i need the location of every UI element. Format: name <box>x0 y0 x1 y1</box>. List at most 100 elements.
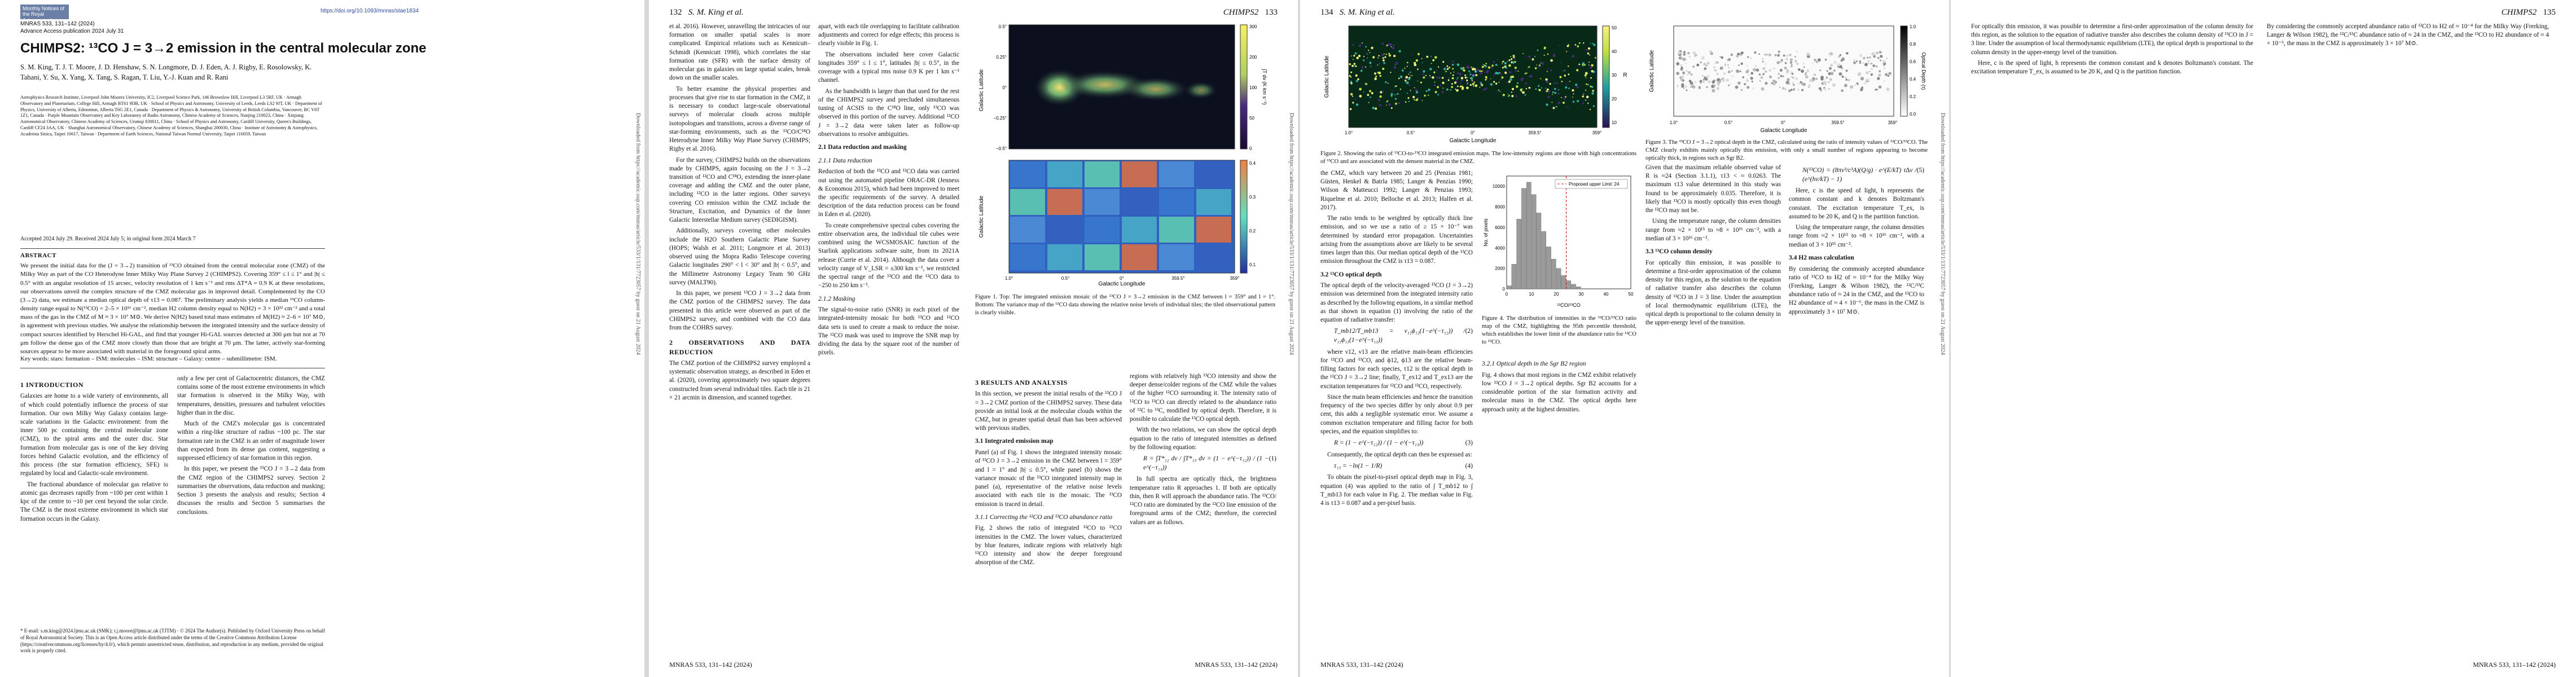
tau-pixel <box>1735 85 1739 89</box>
author-list: S. M. King, T. J. T. Moore, J. D. Hensha… <box>20 63 312 82</box>
ratio-pixel <box>1573 93 1574 95</box>
ratio-pixel <box>1385 102 1387 103</box>
ratio-pixel <box>1394 94 1395 95</box>
histogram-bar <box>1541 231 1546 289</box>
tau-pixel <box>1867 60 1870 62</box>
ratio-pixel <box>1576 86 1579 89</box>
ratio-pixel <box>1565 96 1566 98</box>
figure-1: 1.0° 0.5° 0° 359.5° 359° 0.5° 0.25° 0° −0.25° −0.… <box>975 23 1275 355</box>
ratio-pixel <box>1436 86 1440 89</box>
tau-pixel <box>1700 82 1702 85</box>
ratio-pixel <box>1545 90 1546 91</box>
tau-pixel <box>1688 80 1692 82</box>
column-2: By considering the commonly accepted abu… <box>2267 23 2549 51</box>
ratio-pixel <box>1398 102 1401 104</box>
ratio-pixel <box>1493 74 1495 76</box>
tau-pixel <box>1728 58 1731 61</box>
colorbar-tick: 0.2 <box>1249 228 1256 234</box>
subsubsection-heading: 3.2.1 Optical depth in the Sgr B2 region <box>1482 361 1586 367</box>
ratio-pixel <box>1463 69 1465 72</box>
ratio-pixel <box>1504 71 1507 74</box>
ratio-pixel <box>1536 64 1538 66</box>
tau-pixel <box>1833 69 1836 72</box>
ratio-pixel <box>1554 91 1557 94</box>
tau-pixel <box>1841 75 1844 78</box>
ratio-pixel <box>1585 99 1587 101</box>
ratio-pixel <box>1469 83 1472 86</box>
tau-pixel <box>1796 63 1798 65</box>
tau-pixel <box>1681 85 1684 88</box>
paragraph: To better examine the physical propertie… <box>669 85 810 153</box>
ratio-pixel <box>1515 69 1517 72</box>
colorbar-tick: 40 <box>1612 49 1617 54</box>
tau-pixel <box>1739 54 1741 56</box>
equation-5: N(¹³CO) = (8πν³/c³A)(Q/g) · e^(E/kT) τ∆v… <box>1802 167 1924 183</box>
y-tick-label: 2000 <box>1495 266 1505 271</box>
ratio-pixel <box>1588 64 1590 66</box>
ratio-pixel <box>1383 61 1385 64</box>
tau-pixel <box>1806 52 1810 56</box>
histogram-bar <box>1531 194 1537 289</box>
ratio-pixel <box>1442 60 1445 63</box>
ratio-pixel <box>1417 80 1419 82</box>
paragraph: The observations included here cover Gal… <box>818 51 959 84</box>
ratio-pixel <box>1538 85 1540 87</box>
tau-pixel <box>1812 77 1815 81</box>
y-tick-label: 8000 <box>1495 205 1505 210</box>
subsection-heading: 3.2 ¹³CO optical depth <box>1320 271 1382 278</box>
ratio-pixel <box>1582 102 1585 105</box>
ratio-speckle <box>1349 42 1596 111</box>
ratio-pixel <box>1466 86 1469 90</box>
ratio-pixel <box>1469 73 1472 76</box>
ratio-pixel <box>1538 65 1541 68</box>
ratio-pixel <box>1450 72 1451 74</box>
tau-pixel <box>1683 85 1687 89</box>
paragraph: By considering the commonly accepted abu… <box>2267 23 2549 47</box>
tau-pixel <box>1879 51 1882 54</box>
tau-pixel <box>1784 67 1787 69</box>
ratio-pixel <box>1404 67 1406 69</box>
tau-pixel <box>1823 81 1827 85</box>
ratio-pixel <box>1417 52 1420 55</box>
ratio-pixel <box>1365 84 1367 86</box>
ratio-pixel <box>1550 59 1553 62</box>
ratio-pixel <box>1411 55 1413 56</box>
ratio-pixel <box>1379 74 1382 77</box>
ratio-pixel <box>1470 77 1473 80</box>
variance-tile <box>1196 189 1231 215</box>
ratio-pixel <box>1588 54 1590 56</box>
ratio-pixel <box>1351 55 1352 57</box>
ratio-pixel <box>1370 96 1371 98</box>
ratio-pixel <box>1577 45 1579 47</box>
tau-pixel <box>1818 87 1822 90</box>
tau-pixel <box>1709 50 1713 54</box>
ratio-pixel <box>1473 85 1474 87</box>
tau-pixel <box>1774 54 1777 56</box>
tau-pixel <box>1776 61 1780 64</box>
ratio-pixel <box>1467 74 1468 76</box>
doi-link[interactable]: https://doi.org/10.1093/mnras/stae1834 <box>320 8 419 14</box>
ratio-pixel <box>1474 71 1476 72</box>
tau-pixel <box>1840 59 1843 62</box>
tau-pixel <box>1867 56 1869 59</box>
tau-pixel <box>1830 72 1834 76</box>
tau-pixel <box>1702 79 1705 81</box>
ratio-pixel <box>1481 70 1483 72</box>
tau-pixel <box>1796 50 1798 52</box>
tau-pixel <box>1794 77 1798 81</box>
journal-line1: MNRAS 533, 131–142 (2024) <box>20 21 95 27</box>
ratio-pixel <box>1499 91 1501 93</box>
ratio-pixel <box>1399 75 1403 78</box>
running-title: S. M. King et al. <box>688 8 744 17</box>
ratio-pixel <box>1540 78 1542 80</box>
tau-pixel <box>1726 78 1729 82</box>
ratio-pixel <box>1524 85 1525 86</box>
tau-pixel <box>1853 61 1856 64</box>
tau-pixel <box>1882 60 1886 63</box>
emission-blob <box>1122 77 1190 102</box>
page-footer: MNRAS 533, 131–142 (2024) MNRAS 533, 131… <box>669 661 1278 669</box>
ratio-pixel <box>1377 99 1381 102</box>
tau-pixel <box>1690 73 1693 76</box>
tau-pixel <box>1797 89 1800 91</box>
abstract-text: We present the initial data for the (J =… <box>20 262 325 355</box>
